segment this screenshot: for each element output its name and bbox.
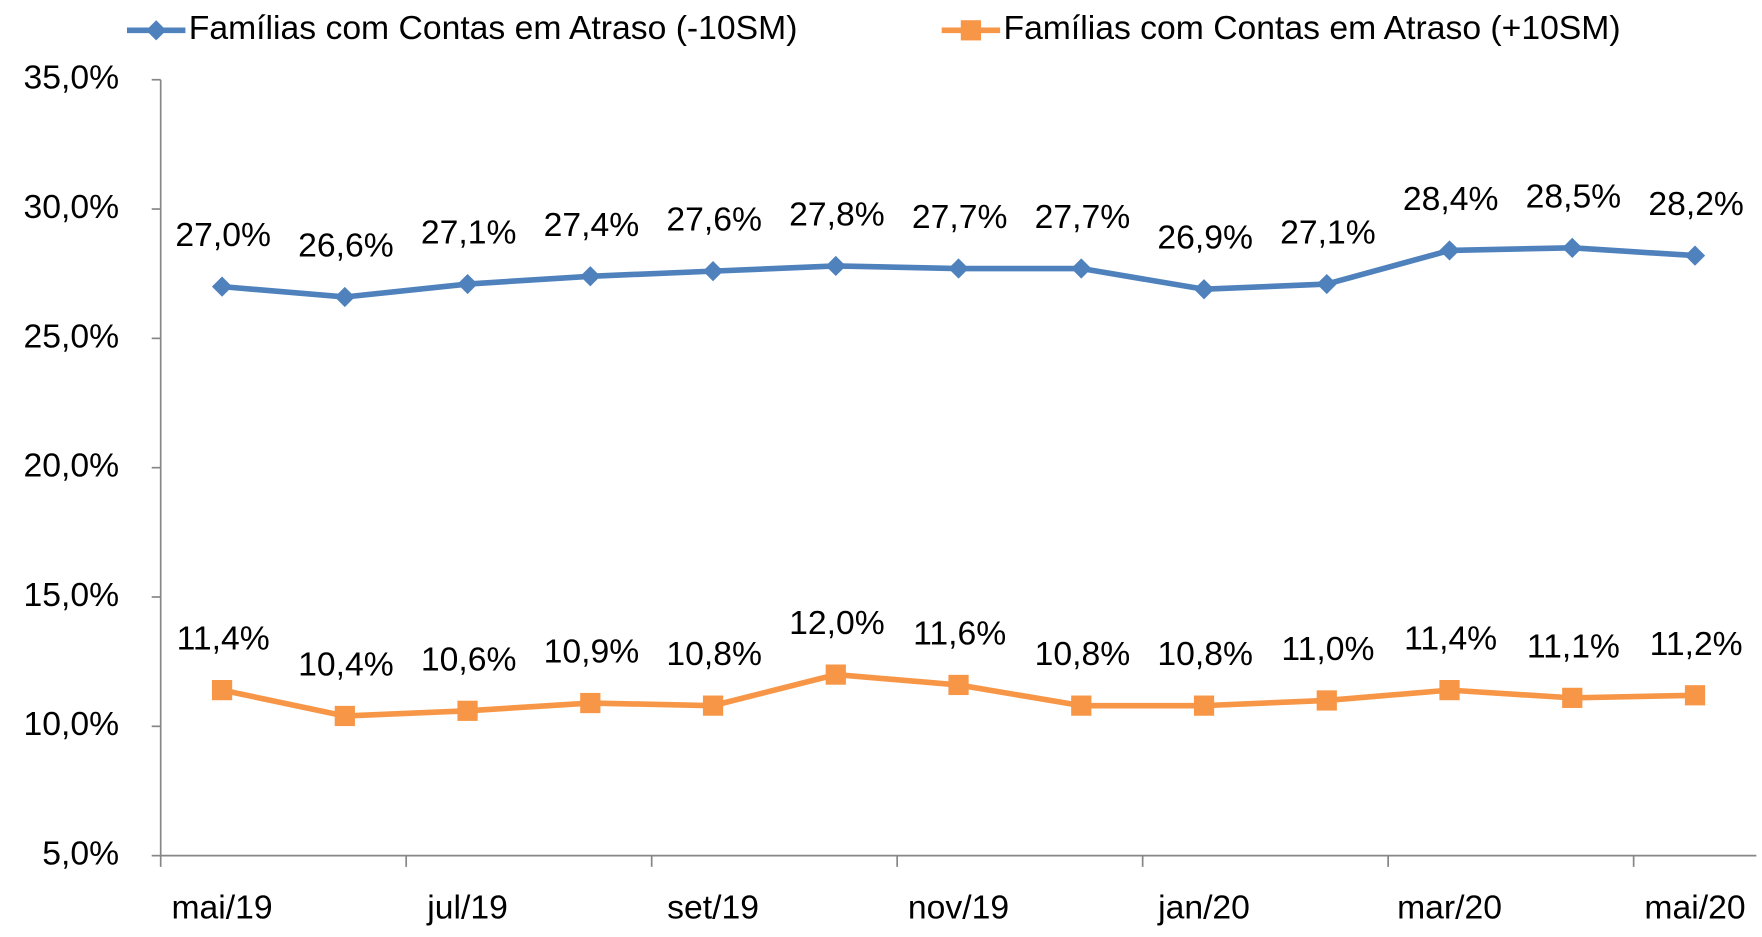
marker [1071, 258, 1092, 279]
data-label: 27,1% [421, 215, 517, 252]
data-label: 28,2% [1648, 186, 1744, 223]
data-label: 11,1% [1527, 628, 1620, 665]
marker [334, 286, 355, 308]
marker [1562, 237, 1583, 258]
marker [1193, 695, 1215, 716]
legend-label: Famílias com Contas em Atraso (-10SM) [189, 10, 798, 47]
marker [948, 258, 969, 279]
marker [948, 674, 969, 696]
data-label: 10,9% [544, 634, 640, 671]
data-label: 11,2% [1650, 626, 1743, 663]
marker [1071, 695, 1092, 716]
marker [146, 20, 167, 41]
marker [580, 692, 601, 714]
marker [1316, 690, 1337, 711]
data-label: 27,4% [544, 207, 640, 244]
marker [211, 680, 233, 701]
y-tick-label: 20,0% [24, 448, 120, 485]
data-label: 10,8% [666, 636, 762, 673]
marker [1439, 240, 1460, 261]
x-tick-label: mai/19 [171, 889, 272, 926]
marker [960, 20, 982, 41]
data-label: 27,6% [666, 202, 762, 239]
data-label: 12,0% [789, 605, 885, 642]
marker [825, 664, 846, 685]
x-tick-label: mar/20 [1397, 889, 1502, 926]
data-label: 27,0% [175, 217, 271, 254]
data-label: 26,6% [298, 227, 394, 264]
marker [334, 705, 355, 727]
marker [580, 266, 601, 287]
data-label: 27,7% [912, 199, 1008, 236]
marker [825, 255, 846, 277]
data-label: 27,8% [789, 196, 885, 233]
data-label: 11,4% [177, 621, 270, 658]
data-label: 27,7% [1035, 199, 1131, 236]
y-tick-label: 25,0% [24, 318, 120, 355]
x-tick-label: jan/20 [1157, 889, 1250, 926]
marker [702, 695, 724, 716]
data-label: 11,6% [913, 615, 1006, 652]
data-label: 28,5% [1526, 178, 1622, 215]
marker [457, 700, 478, 721]
marker [1193, 279, 1215, 300]
data-label: 10,8% [1157, 636, 1253, 673]
x-tick-label: jul/19 [426, 889, 508, 926]
data-label: 11,4% [1404, 621, 1497, 658]
y-tick-label: 15,0% [24, 577, 120, 614]
marker [1684, 245, 1706, 266]
marker [211, 276, 233, 297]
marker [457, 273, 478, 295]
marker [1562, 687, 1583, 708]
x-tick-label: nov/19 [908, 889, 1009, 926]
y-tick-label: 5,0% [42, 836, 119, 873]
legend-label: Famílias com Contas em Atraso (+10SM) [1003, 10, 1620, 47]
x-tick-label: mai/20 [1644, 889, 1745, 926]
data-label: 26,9% [1157, 220, 1253, 257]
data-label: 10,6% [421, 641, 517, 678]
x-tick-label: set/19 [667, 889, 759, 926]
marker [1439, 680, 1460, 701]
data-label: 27,1% [1280, 215, 1376, 252]
marker [1684, 685, 1706, 706]
y-tick-label: 35,0% [24, 60, 120, 97]
marker [702, 261, 724, 282]
data-label: 11,0% [1281, 631, 1374, 668]
y-tick-label: 10,0% [24, 706, 120, 743]
marker [1316, 273, 1337, 295]
y-tick-label: 30,0% [24, 189, 120, 226]
data-label: 28,4% [1403, 181, 1499, 218]
data-label: 10,8% [1035, 636, 1131, 673]
data-label: 10,4% [298, 646, 394, 683]
